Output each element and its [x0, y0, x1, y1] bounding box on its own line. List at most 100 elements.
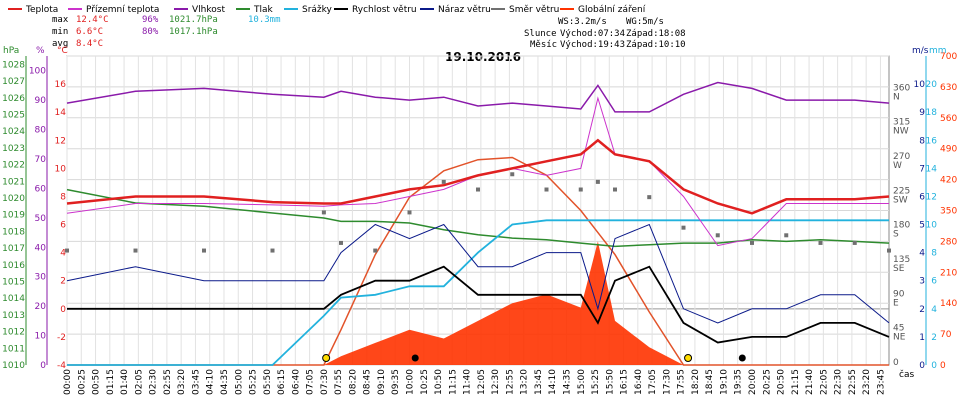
axes: 1010101110121013101410151016101710181019…: [2, 46, 957, 395]
precip-line: [67, 219, 889, 366]
legend-label-3: Tlak: [253, 5, 274, 15]
dir-axis-letter-5: SW: [893, 195, 908, 205]
x-tick-55: 22:55: [848, 369, 858, 395]
degc-axis-tick-2: 0: [60, 305, 66, 315]
x-tick-30: 12:30: [491, 369, 501, 395]
pct-axis-tick-3: 30: [35, 273, 47, 283]
pct-axis-tick-5: 50: [35, 214, 47, 224]
pct-axis-tick-6: 60: [35, 184, 47, 194]
x-tick-46: 19:10: [719, 369, 729, 395]
x-tick-32: 13:20: [520, 369, 530, 395]
wm2-axis-tick-9: 630: [940, 83, 957, 93]
wm2-axis-tick-8: 560: [940, 114, 957, 124]
wind-dir-point-16: [681, 225, 686, 230]
degc-axis-tick-1: -2: [57, 333, 66, 343]
mm-axis-tick-8: 16: [926, 136, 938, 146]
ms-axis-tick-2: 2: [919, 305, 925, 315]
x-tick-22: 09:10: [377, 369, 387, 395]
hpa-axis-tick-8: 1018: [2, 227, 25, 237]
legend-label-1: Přízemní teplota: [86, 5, 159, 15]
wm2-axis-tick-2: 140: [940, 299, 957, 309]
radiation-area: [67, 241, 889, 365]
dir-axis-letter-8: N: [893, 92, 900, 102]
wm2-axis-tick-6: 420: [940, 176, 957, 186]
hpa-axis-tick-0: 1010: [2, 361, 25, 371]
x-tick-34: 14:10: [548, 369, 558, 395]
x-tick-43: 17:55: [677, 369, 687, 395]
x-tick-37: 15:25: [591, 369, 601, 395]
wind-dir-point-14: [613, 187, 617, 192]
degc-axis-tick-5: 6: [60, 221, 66, 231]
hpa-axis-tick-17: 1027: [2, 77, 25, 87]
pct-axis-tick-1: 10: [35, 332, 47, 342]
mm-axis-tick-0: 0: [931, 361, 937, 371]
x-axis-unit: čas: [899, 369, 914, 380]
hpa-axis-tick-11: 1021: [2, 177, 25, 187]
wind-dir-point-22: [887, 248, 891, 253]
mm-axis-tick-10: 20: [926, 80, 938, 90]
moonset-marker: [411, 354, 419, 362]
sun-moon-markers: [322, 354, 746, 362]
pct-axis-tick-4: 40: [35, 243, 47, 253]
x-tick-2: 00:50: [92, 369, 102, 395]
pct-axis-tick-2: 20: [35, 302, 47, 312]
degc-axis-tick-4: 4: [60, 249, 66, 259]
wm2-axis-tick-1: 70: [940, 330, 952, 340]
mm-axis-tick-2: 4: [931, 305, 937, 315]
series-lines: [65, 81, 891, 366]
dir-axis-tick-5: 225: [893, 186, 910, 196]
wind-dir-point-1: [133, 248, 138, 253]
legend-label-0: Teplota: [25, 5, 58, 15]
legend-label-6: Náraz větru: [438, 5, 491, 15]
pct-axis-tick-10: 100: [29, 67, 46, 77]
wind-gust-line: [66, 223, 890, 324]
chart-title: 19.10.2016: [445, 50, 521, 64]
legend: Teplota Přízemní teplota Vlhkost Tlak Srážky…: [8, 5, 646, 15]
x-tick-53: 22:05: [819, 369, 829, 395]
x-tick-33: 13:45: [534, 369, 544, 395]
sun-moon-info: WS:3.2m/s WG:5m/s Slunce Východ:07:34 Západ:…: [524, 17, 686, 50]
hpa-unit: hPa: [3, 46, 19, 56]
wind-dir-point-17: [715, 233, 720, 238]
wind-dir-point-3: [270, 248, 275, 253]
info-moonset: Západ:10:10: [626, 40, 686, 50]
dir-axis-tick-7: 315: [893, 118, 910, 128]
x-tick-47: 19:35: [734, 369, 744, 395]
dir-axis-tick-2: 90: [893, 289, 905, 299]
wind-dir-point-19: [784, 233, 789, 238]
legend-label-8: Globální záření: [578, 5, 646, 15]
x-tick-18: 07:30: [320, 369, 330, 395]
x-tick-21: 08:45: [363, 369, 373, 395]
x-tick-27: 11:15: [448, 369, 458, 395]
x-tick-19: 07:55: [334, 369, 344, 395]
hpa-axis-tick-9: 1019: [2, 211, 25, 221]
info-sunrise: Východ:07:34: [560, 29, 625, 39]
x-tick-8: 03:20: [177, 369, 187, 395]
stats-press-1: 1017.1hPa: [169, 27, 218, 37]
dir-axis-tick-4: 180: [893, 221, 910, 231]
sunset-marker: [684, 354, 693, 362]
info-wg: WG:5m/s: [626, 17, 664, 27]
wind-dir-point-10: [510, 172, 515, 177]
mm-axis-tick-6: 12: [926, 192, 937, 202]
hpa-axis-tick-13: 1023: [2, 144, 25, 154]
hpa-axis-tick-6: 1016: [2, 261, 25, 271]
wind-dir-point-7: [407, 210, 412, 215]
ms-axis-tick-10: 10: [914, 80, 926, 90]
info-ws: WS:3.2m/s: [558, 17, 607, 27]
dir-axis-tick-6: 270: [893, 152, 910, 162]
x-tick-28: 11:40: [463, 369, 473, 395]
wm2-axis-tick-7: 490: [940, 145, 957, 155]
hpa-axis-tick-1: 1011: [2, 344, 25, 354]
x-tick-39: 16:15: [620, 369, 630, 395]
hpa-axis-tick-5: 1015: [2, 277, 25, 287]
stats-label-1: min: [52, 27, 68, 37]
x-tick-11: 04:35: [220, 369, 230, 395]
legend-label-4: Srážky: [302, 5, 333, 15]
wind-dir-point-21: [852, 240, 857, 245]
x-tick-14: 05:50: [263, 369, 273, 395]
wm2-axis-tick-4: 280: [940, 237, 957, 247]
info-sunset: Západ:18:08: [626, 29, 686, 39]
x-tick-45: 18:45: [705, 369, 715, 395]
x-tick-50: 20:50: [777, 369, 787, 395]
